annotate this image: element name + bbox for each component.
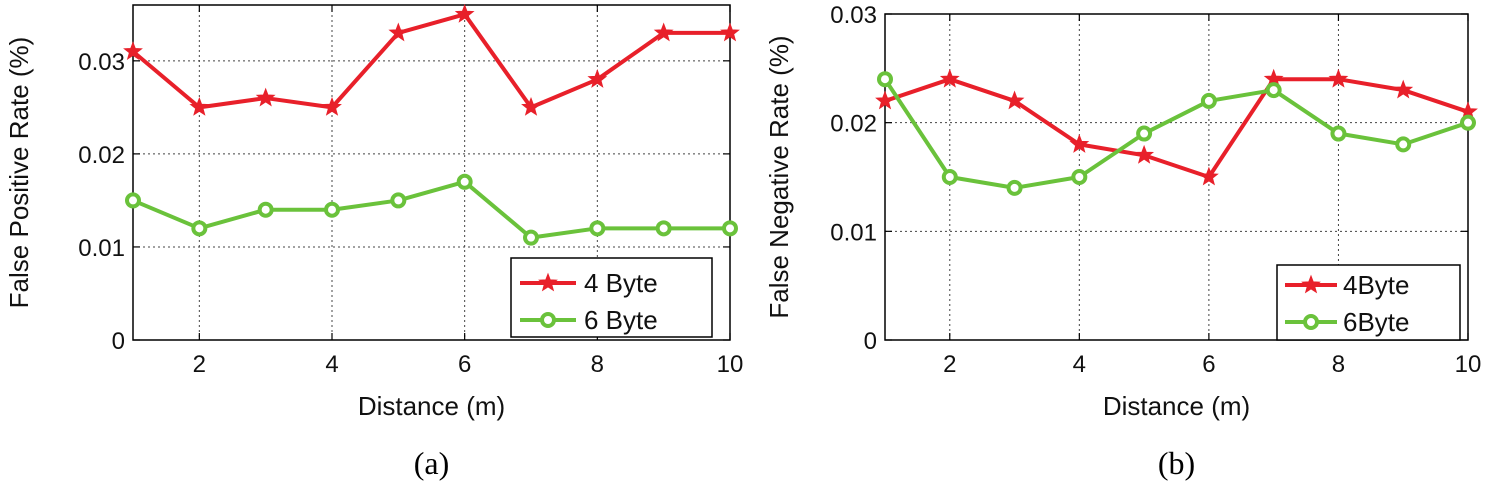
data-point-star	[189, 96, 210, 116]
x-tick-label: 2	[943, 351, 956, 378]
data-point-star	[939, 68, 960, 88]
data-point-star	[123, 41, 143, 60]
x-tick-label: 8	[1332, 351, 1345, 378]
data-point-circle	[390, 192, 407, 209]
legend-label: 6Byte	[1343, 307, 1410, 337]
y-tick-label: 0	[864, 328, 877, 355]
legend-marker-star	[538, 272, 558, 292]
legend: 4Byte 6Byte	[1276, 264, 1461, 341]
series-6byte	[877, 71, 1476, 196]
data-point-circle	[191, 220, 208, 237]
data-point-star	[454, 3, 475, 23]
data-point-circle	[324, 201, 340, 218]
x-tick-label: 4	[1073, 351, 1086, 378]
y-tick-label: 0.01	[830, 219, 877, 246]
legend-label: 4 Byte	[584, 268, 658, 298]
legend-label: 6 Byte	[584, 305, 658, 335]
data-point-star	[875, 90, 895, 110]
data-point-circle	[589, 220, 606, 237]
panel-caption: (b)	[1158, 445, 1195, 481]
chart-panel-b: 2 4 6 8 10 0 0.01 0.02 0.03 Distance (m) False Neg…	[764, 2, 1481, 481]
x-tick-label: 2	[193, 351, 206, 378]
data-point-circle	[1136, 125, 1153, 142]
data-point-star	[255, 87, 276, 107]
legend-marker-star	[1301, 274, 1321, 294]
x-tick-label: 8	[591, 351, 604, 378]
data-point-star	[521, 96, 541, 116]
data-point-circle	[1460, 114, 1476, 131]
y-tick-label: 0.01	[78, 235, 125, 262]
x-axis-label: Distance (m)	[358, 391, 505, 421]
series-4byte	[875, 68, 1478, 186]
data-point-star	[1198, 166, 1219, 186]
data-point-star	[720, 22, 740, 42]
data-point-star	[388, 22, 409, 42]
y-axis-label: False Negative Rate (%)	[764, 35, 794, 318]
data-point-circle	[1006, 179, 1023, 196]
data-point-star	[653, 22, 674, 42]
data-point-star	[322, 96, 342, 116]
x-axis-label: Distance (m)	[1103, 391, 1250, 421]
data-point-circle	[722, 220, 738, 237]
x-tick-label: 10	[1455, 351, 1482, 378]
chart-panel-a: 2 4 6 8 10 0 0.01 0.02 0.03 Distance (m) False Pos…	[4, 3, 744, 481]
legend: 4 Byte 6 Byte	[510, 257, 713, 338]
series-line	[131, 12, 730, 110]
data-point-star	[587, 69, 608, 88]
data-point-circle	[877, 71, 893, 88]
y-tick-label: 0.03	[78, 49, 125, 76]
data-point-circle	[523, 229, 539, 246]
data-point-circle	[1071, 169, 1088, 185]
x-tick-label: 10	[717, 351, 744, 378]
plot-frame	[132, 4, 731, 341]
series-line	[132, 179, 730, 240]
series-4-byte	[123, 3, 740, 116]
data-point-circle	[456, 173, 473, 190]
data-point-circle	[257, 201, 274, 218]
data-point-circle	[1200, 92, 1217, 109]
data-point-star	[1393, 79, 1414, 99]
series-6-byte	[125, 173, 738, 246]
y-tick-label: 0.02	[78, 142, 125, 169]
x-tick-label: 6	[1202, 351, 1215, 378]
y-tick-label: 0.03	[830, 2, 877, 29]
data-point-circle	[1395, 136, 1412, 153]
data-point-circle	[941, 169, 958, 185]
panel-caption: (a)	[414, 445, 450, 481]
data-point-star	[1069, 133, 1090, 153]
y-tick-label: 0.02	[830, 111, 877, 138]
data-point-circle	[1330, 125, 1347, 142]
data-point-circle	[1265, 82, 1282, 99]
legend-label: 4Byte	[1343, 270, 1410, 300]
data-point-star	[1328, 68, 1349, 88]
legend-marker-circle	[540, 312, 556, 328]
data-point-star	[1134, 144, 1155, 164]
y-axis-label: False Positive Rate (%)	[4, 37, 34, 309]
data-point-circle	[655, 220, 672, 237]
y-tick-label: 0	[112, 328, 125, 355]
series-line	[883, 78, 1469, 190]
legend-marker-circle	[1303, 314, 1319, 330]
plot-frame	[884, 13, 1469, 341]
x-tick-label: 6	[458, 351, 471, 378]
x-tick-label: 4	[325, 351, 338, 378]
data-point-circle	[125, 192, 141, 209]
series-line	[884, 77, 1469, 179]
data-point-star	[1004, 90, 1025, 110]
